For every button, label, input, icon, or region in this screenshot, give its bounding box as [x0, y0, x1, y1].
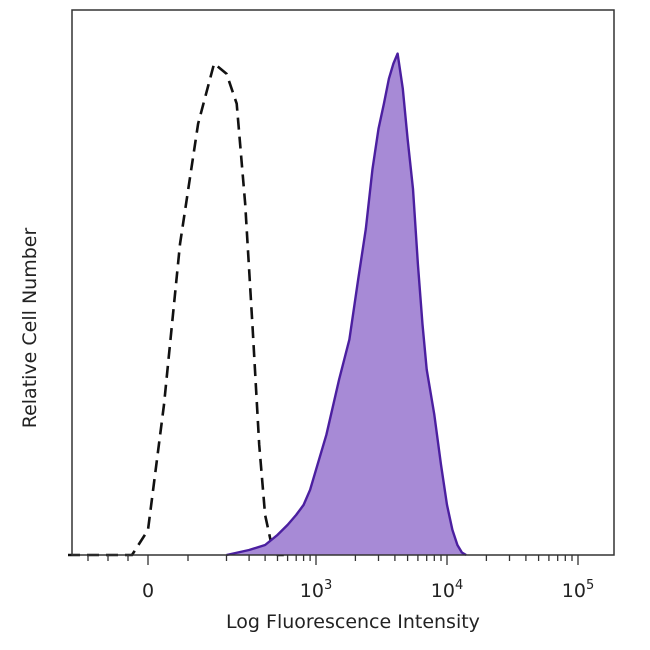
- y-axis-title: Relative Cell Number: [19, 228, 41, 429]
- x-axis-ticks: [87, 555, 579, 565]
- x-tick-label-3: 105: [562, 578, 594, 602]
- x-tick-label-0: 0: [142, 580, 154, 602]
- x-axis-tick-labels: 0 103 104 105: [142, 578, 594, 602]
- series-0-line: [68, 62, 284, 557]
- x-tick-label-1: 103: [300, 578, 332, 602]
- x-axis-title: Log Fluorescence Intensity: [226, 611, 480, 633]
- series-1-area: [226, 53, 467, 555]
- x-tick-label-2: 104: [431, 578, 463, 602]
- plot-area: [68, 52, 467, 557]
- plot-frame: [71, 9, 615, 556]
- series-1-line: [226, 52, 467, 557]
